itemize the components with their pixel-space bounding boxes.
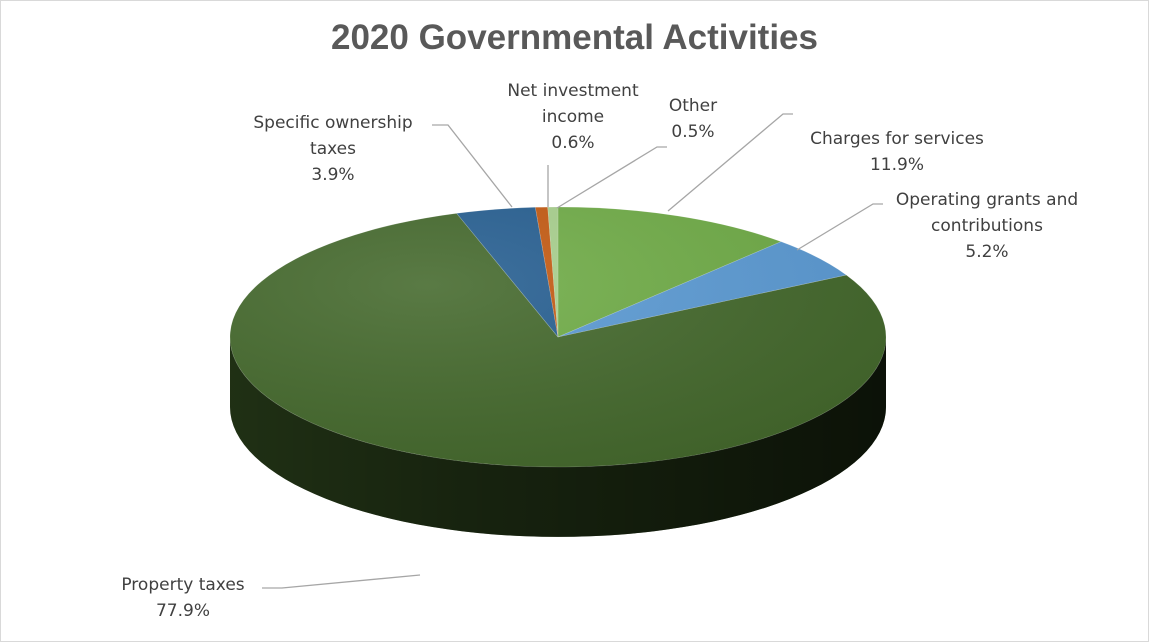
chart-title: 2020 Governmental Activities [331,18,818,57]
data-label-1: Operating grants and contributions 5.2% [896,190,1078,262]
data-label-value-2: 77.9% [156,601,210,621]
leader-line-3 [432,124,513,208]
leader-line-5 [556,146,667,209]
data-label-name-1: contributions [931,216,1043,236]
data-label-name-3: Specific ownership [253,113,412,133]
data-label-name-4: Net investment [507,81,639,101]
data-label-2: Property taxes 77.9% [121,575,244,621]
pie-top-shade [230,207,886,467]
data-label-value-1: 5.2% [965,242,1008,262]
leader-lines-layer [262,113,883,589]
data-label-name-4: income [542,107,604,127]
data-label-value-4: 0.6% [551,133,594,153]
pie-side-shade-2 [230,337,886,537]
leader-line-0 [667,113,793,212]
data-label-name-3: taxes [310,139,356,159]
data-label-name-1: Operating grants and [896,190,1078,210]
data-label-4: Net investment income 0.6% [507,81,639,153]
data-label-value-0: 11.9% [870,155,924,175]
data-label-0: Charges for services 11.9% [810,129,984,175]
data-label-5: Other 0.5% [669,96,717,142]
data-labels-layer: Charges for services 11.9% Operating grant… [121,81,1078,621]
data-label-name-5: Other [669,96,717,116]
data-label-value-5: 0.5% [671,122,714,142]
pie-side-layer [230,337,886,537]
pie-top-layer [229,206,887,468]
data-label-name-0: Charges for services [810,129,984,149]
leader-line-1 [796,203,883,251]
leader-line-2 [262,574,421,589]
data-label-value-3: 3.9% [311,165,354,185]
data-label-name-2: Property taxes [121,575,244,595]
data-label-3: Specific ownership taxes 3.9% [253,113,412,185]
